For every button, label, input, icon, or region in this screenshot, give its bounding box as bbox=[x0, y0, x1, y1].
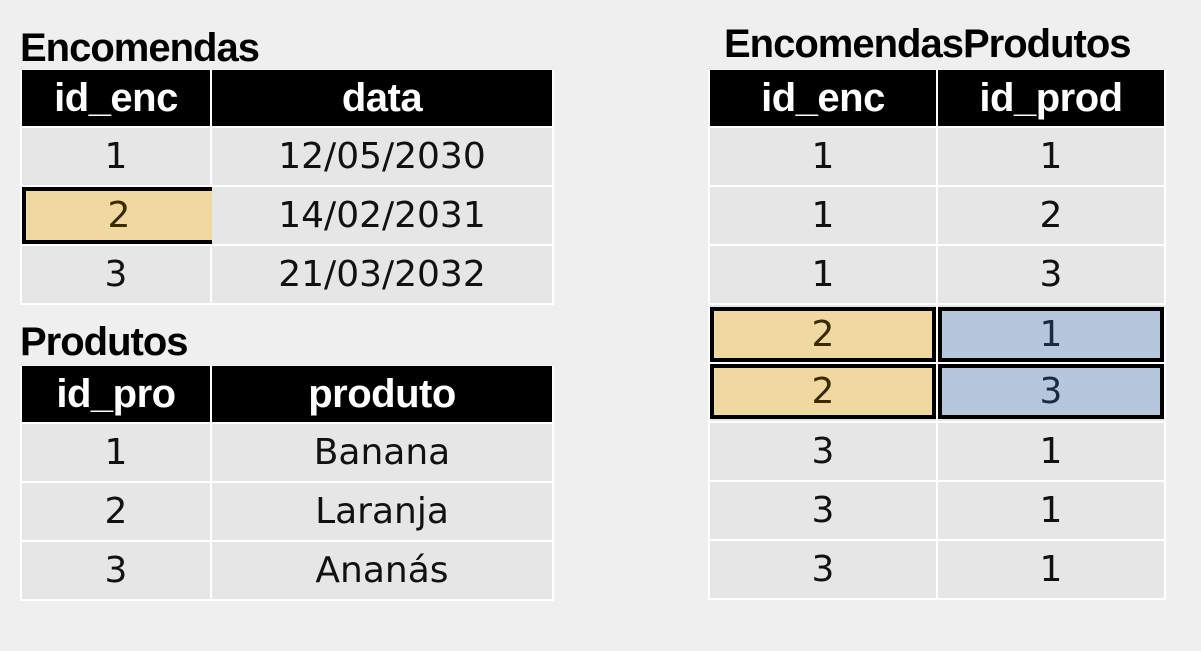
table-header-row: id_pro produto bbox=[20, 366, 554, 423]
column-header-id-enc: id_enc bbox=[20, 70, 212, 127]
cell-id-pro: 3 bbox=[20, 540, 212, 601]
cell-id-enc-highlighted: 2 bbox=[20, 185, 216, 246]
column-header-data: data bbox=[210, 70, 554, 127]
cell-id-prod: 1 bbox=[936, 480, 1166, 541]
highlighted-order-box: 2 bbox=[710, 364, 936, 419]
table-row: 3 1 bbox=[708, 480, 1166, 541]
cell-id-prod: 3 bbox=[936, 244, 1166, 305]
cell-id-prod: 1 bbox=[936, 126, 1166, 187]
cell-produto: Ananás bbox=[210, 540, 554, 601]
encomendas-produtos-table: id_enc id_prod 1 1 1 2 1 3 2 1 2 bbox=[708, 70, 1166, 600]
cell-id-prod: 1 bbox=[936, 539, 1166, 600]
column-header-id-enc: id_enc bbox=[708, 70, 938, 127]
cell-id-pro: 1 bbox=[20, 422, 212, 483]
cell-id-pro: 2 bbox=[20, 481, 212, 542]
cell-produto: Laranja bbox=[210, 481, 554, 542]
cell-id-enc: 1 bbox=[20, 126, 212, 187]
cell-data: 14/02/2031 bbox=[210, 185, 554, 246]
table-row: 3 1 bbox=[708, 539, 1166, 600]
cell-id-enc: 1 bbox=[708, 126, 938, 187]
column-header-id-pro: id_pro bbox=[20, 366, 212, 423]
table-row: 1 2 bbox=[708, 185, 1166, 246]
cell-id-enc: 3 bbox=[708, 421, 938, 482]
cell-id-prod-highlighted: 3 bbox=[936, 362, 1166, 423]
highlighted-product-box: 3 bbox=[938, 364, 1164, 419]
cell-id-enc: 1 bbox=[708, 185, 938, 246]
table-row: 2 Laranja bbox=[20, 481, 554, 542]
encomendas-title: Encomendas bbox=[20, 26, 260, 70]
table-row: 2 14/02/2031 bbox=[20, 185, 554, 246]
table-row: 3 Ananás bbox=[20, 540, 554, 601]
table-header-row: id_enc id_prod bbox=[708, 70, 1166, 127]
cell-id-enc-highlighted: 2 bbox=[708, 303, 938, 364]
table-row: 1 1 bbox=[708, 126, 1166, 187]
table-row-highlighted: 2 1 bbox=[708, 303, 1166, 364]
cell-id-enc: 1 bbox=[708, 244, 938, 305]
column-header-id-prod: id_prod bbox=[936, 70, 1166, 127]
cell-id-enc: 3 bbox=[708, 480, 938, 541]
encomendas-produtos-title: EncomendasProdutos bbox=[724, 22, 1132, 66]
cell-id-prod: 2 bbox=[936, 185, 1166, 246]
cell-id-prod-highlighted: 1 bbox=[936, 303, 1166, 364]
produtos-title: Produtos bbox=[20, 320, 189, 364]
cell-id-enc: 3 bbox=[708, 539, 938, 600]
encomendas-table: id_enc data 1 12/05/2030 2 14/02/2031 3 … bbox=[20, 70, 554, 305]
table-row: 1 3 bbox=[708, 244, 1166, 305]
cell-id-enc-highlighted: 2 bbox=[708, 362, 938, 423]
highlighted-order-box: 2 bbox=[22, 187, 216, 244]
cell-data: 21/03/2032 bbox=[210, 244, 554, 305]
table-row: 3 21/03/2032 bbox=[20, 244, 554, 305]
cell-id-enc: 3 bbox=[20, 244, 212, 305]
table-row: 1 Banana bbox=[20, 422, 554, 483]
table-header-row: id_enc data bbox=[20, 70, 554, 127]
cell-data: 12/05/2030 bbox=[210, 126, 554, 187]
table-row-highlighted: 2 3 bbox=[708, 362, 1166, 423]
highlighted-order-box: 2 bbox=[710, 307, 936, 362]
table-row: 3 1 bbox=[708, 421, 1166, 482]
cell-produto: Banana bbox=[210, 422, 554, 483]
highlighted-product-box: 1 bbox=[938, 307, 1164, 362]
table-row: 1 12/05/2030 bbox=[20, 126, 554, 187]
produtos-table: id_pro produto 1 Banana 2 Laranja 3 Anan… bbox=[20, 366, 554, 601]
cell-id-prod: 1 bbox=[936, 421, 1166, 482]
column-header-produto: produto bbox=[210, 366, 554, 423]
